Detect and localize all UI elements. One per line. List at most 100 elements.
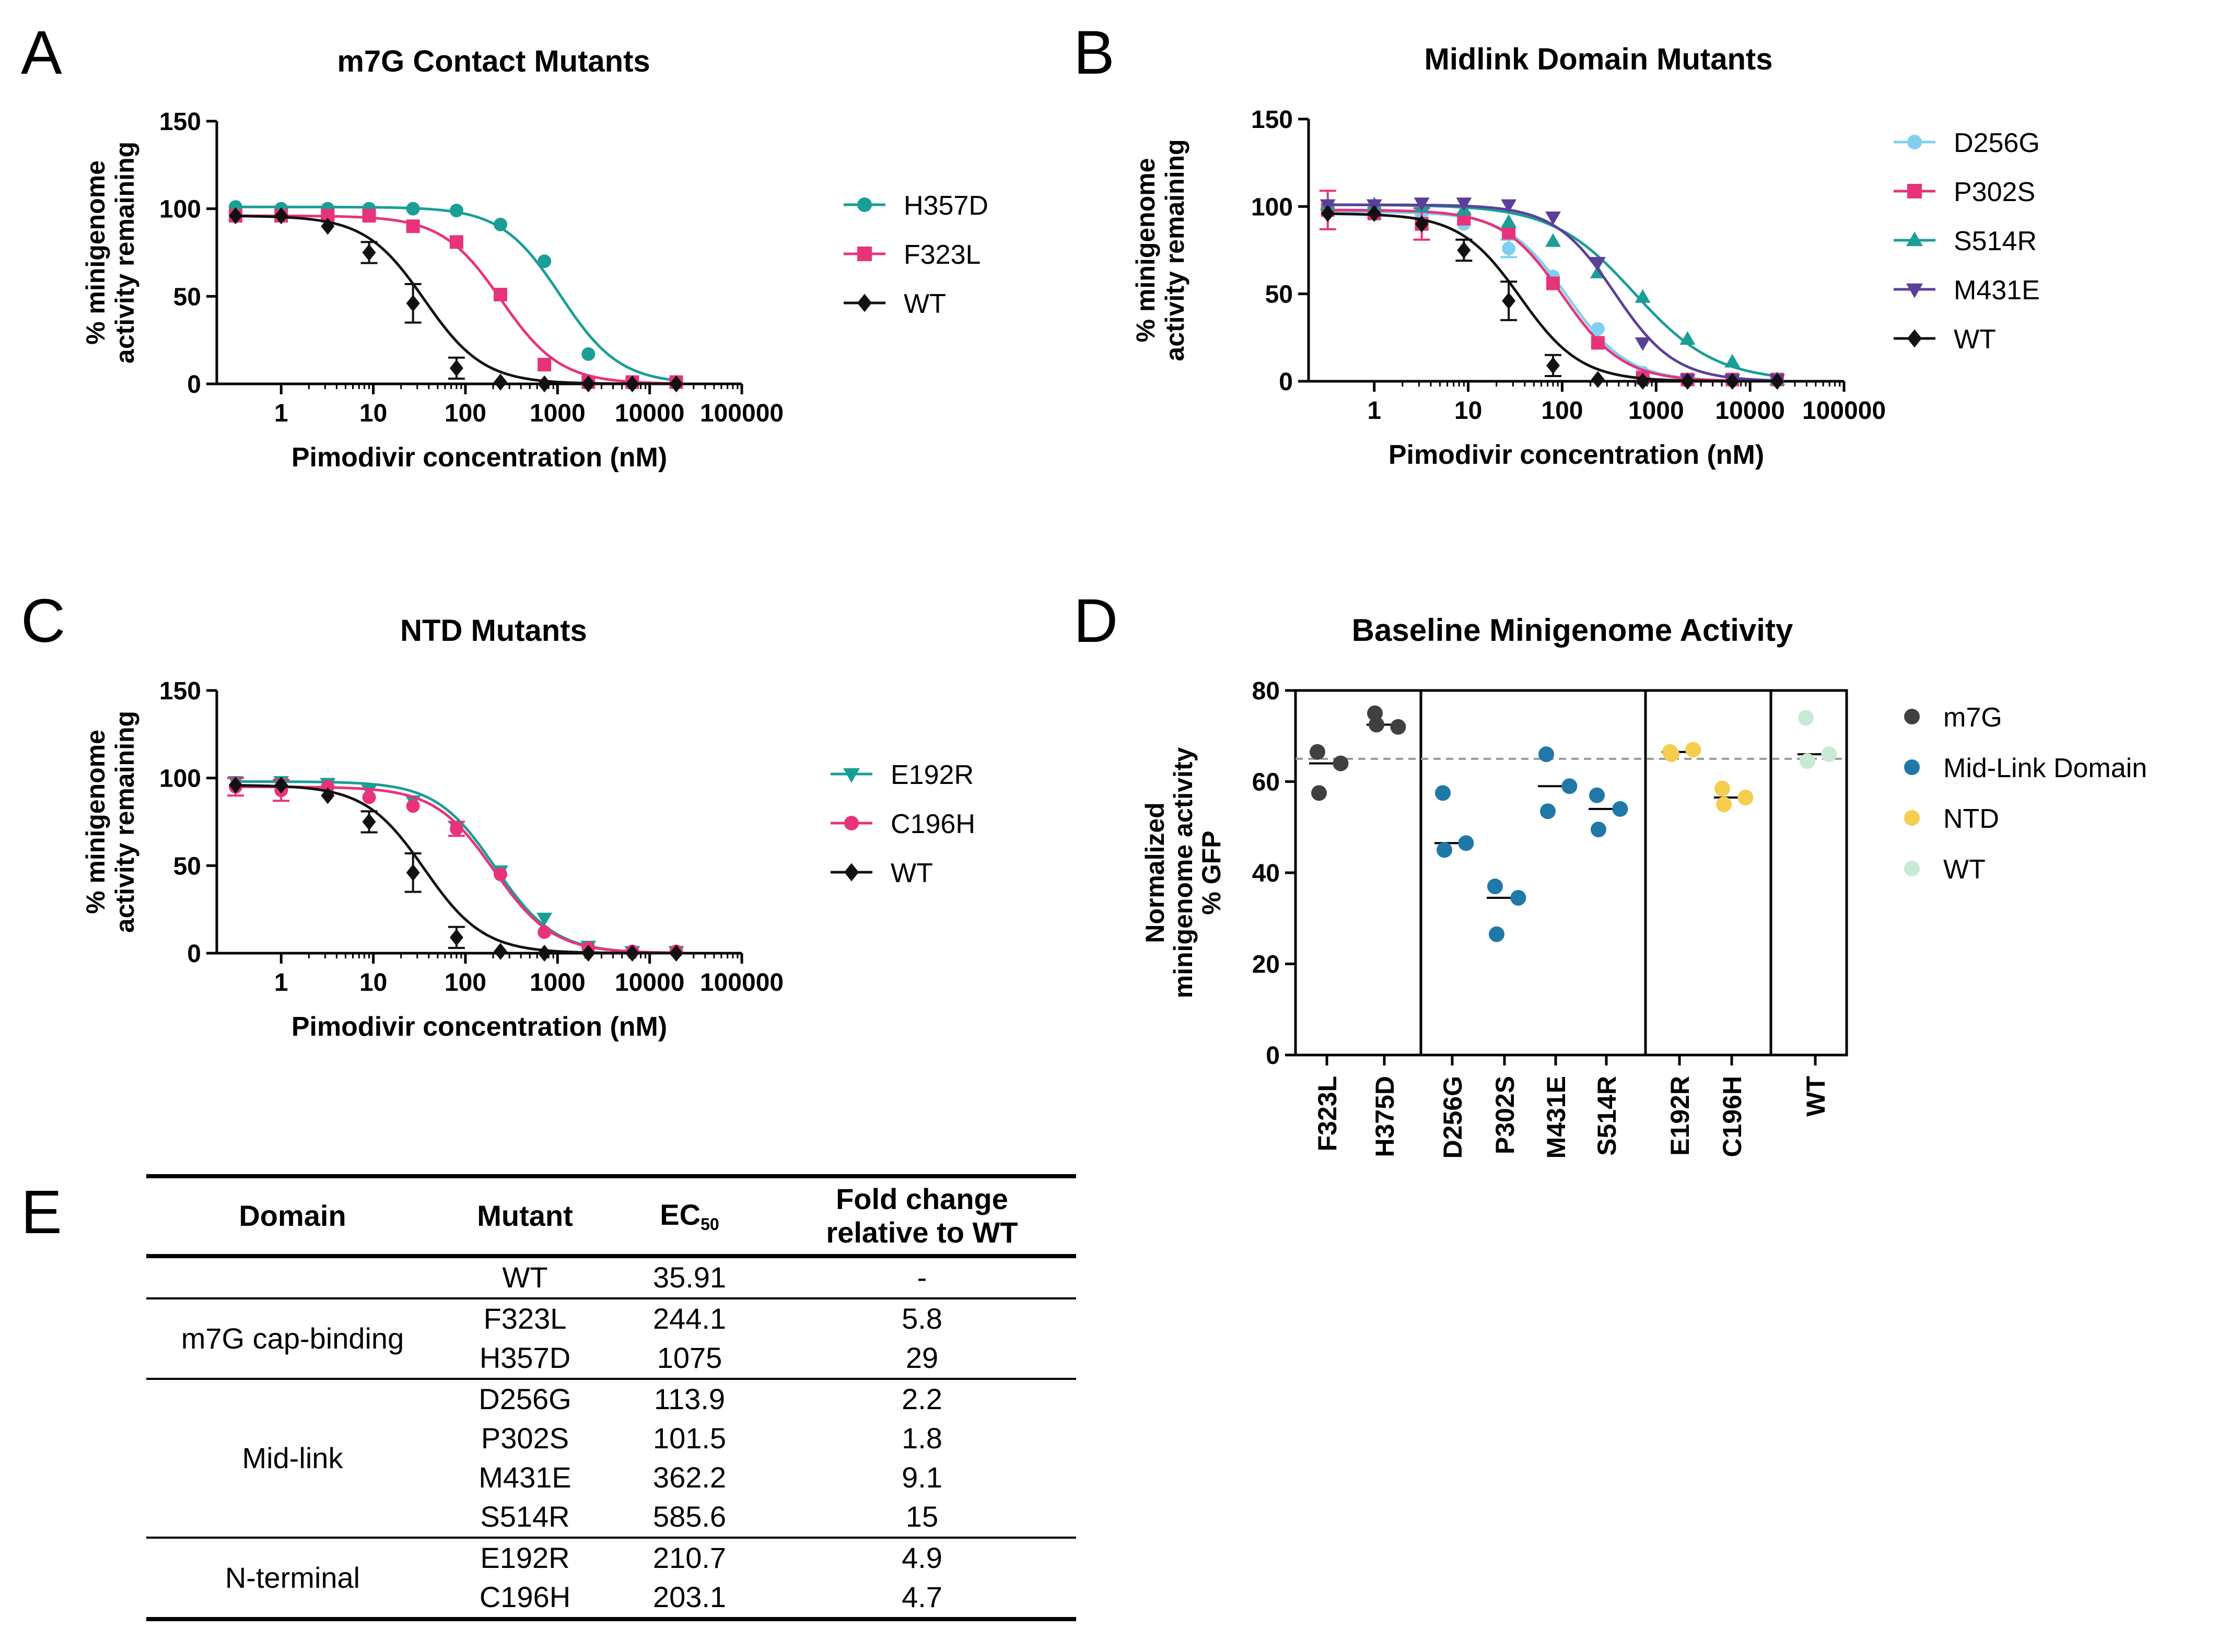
data-point-M431E: [1538, 746, 1554, 763]
ec50-cell: 244.1: [652, 1302, 727, 1335]
legend-label-Mid-Link Domain: Mid-Link Domain: [1943, 753, 2147, 783]
data-point-H357D: [406, 202, 420, 216]
data-point-P302S: [1591, 336, 1605, 350]
table-row: Mid-link D256G 113.9 2.2: [146, 1379, 1076, 1473]
fold-change-cell: 4.7: [902, 1580, 942, 1614]
data-point-C196H: [1716, 796, 1732, 813]
ec50-cell: 210.7: [652, 1541, 727, 1575]
mutant-cell: M431E: [479, 1461, 571, 1494]
data-point-H357D: [449, 204, 463, 218]
y-axis-label-line2: activity remaining: [1160, 139, 1189, 361]
legend-marker-m7G: [1904, 709, 1920, 724]
x-tick-label: 1000: [530, 969, 586, 997]
data-point-M431E: [1561, 778, 1578, 794]
legend-marker-H357D: [857, 197, 872, 212]
data-point-S514R: [1612, 801, 1628, 817]
data-point-H375D: [1390, 719, 1406, 735]
table-header-row: Domain Mutant EC50 Fold change relative t…: [146, 1176, 1076, 1256]
fit-curve-S514R: [1327, 203, 1778, 378]
chart-c-ntd-mutants: NTD Mutants 0 50 100 150 1 10 100 1000 10000 10000…: [81, 614, 975, 1042]
data-point-WT: [449, 359, 463, 377]
x-tick-label: 10000: [1715, 397, 1784, 425]
x-tick-label: 1000: [1628, 397, 1684, 425]
data-point-P302S: [1487, 878, 1503, 895]
y-tick-label: 150: [159, 108, 201, 136]
chart-b-midlink-domain-mutants: Midlink Domain Mutants 0 50 100 150 1 10 100 100…: [1131, 42, 2040, 470]
table-row: WT 35.91 -: [146, 1256, 1076, 1298]
data-point-H375D: [1367, 705, 1383, 721]
legend-label-P302S: P302S: [1954, 177, 2035, 207]
domain-cell: Mid-link: [242, 1441, 343, 1474]
data-point-C196H: [1714, 780, 1730, 796]
legend-marker-WT: [844, 863, 859, 882]
panel-letter-b: B: [1074, 18, 1115, 87]
data-point-WT: [625, 944, 639, 962]
data-point-P302S: [1489, 926, 1504, 942]
mutant-cell: F323L: [483, 1302, 567, 1335]
data-point-S514R: [1724, 354, 1741, 368]
x-axis-label: Pimodivir concentration (nM): [291, 442, 667, 473]
data-point-WT: [1800, 753, 1815, 769]
data-point-M431E: [1545, 212, 1561, 226]
legend-marker-WT: [1904, 861, 1920, 876]
x-tick-label: 1000: [530, 400, 586, 427]
ec50-cell: 585.6: [652, 1500, 727, 1533]
header-domain: Domain: [239, 1199, 346, 1233]
x-axis-label: Pimodivir concentration (nM): [1388, 440, 1764, 470]
series-WT: [228, 207, 683, 393]
legend-label-C196H: C196H: [891, 809, 975, 839]
plot-frame: [1294, 689, 1848, 1057]
data-point-H375D: [1369, 717, 1384, 733]
data-point-F323L: [1310, 744, 1325, 760]
data-point-WT: [581, 375, 596, 393]
data-point-C196H: [362, 790, 376, 804]
data-point-H357D: [494, 217, 508, 231]
domain-cell: m7G cap-binding: [181, 1321, 404, 1355]
fold-change-cell: 4.9: [902, 1541, 942, 1575]
y-axis-label-line1: Normalized: [1140, 802, 1170, 943]
points-F323L: [1309, 744, 1349, 801]
fit-curve-M431E: [1327, 203, 1778, 382]
fold-change-cell: 29: [905, 1341, 939, 1375]
header-ec50: EC50: [611, 1176, 768, 1256]
data-point-C196H: [494, 868, 508, 882]
x-tick-label-E192R: E192R: [1665, 1076, 1695, 1156]
x-tick-label: 10000: [615, 969, 684, 997]
fold-change-cell: 9.1: [902, 1461, 942, 1494]
series-WT: [1321, 205, 1784, 390]
data-point-F323L: [538, 358, 552, 372]
data-point-P302S: [1502, 226, 1516, 240]
data-point-D256G: [1437, 842, 1452, 858]
ec50-cell: 101.5: [652, 1422, 727, 1455]
mutant-cell: H357D: [479, 1341, 571, 1375]
data-point-WT: [1457, 241, 1471, 259]
mutant-cell: WT: [502, 1261, 548, 1294]
mutant-cell: C196H: [479, 1580, 571, 1614]
ec50-cell: 203.1: [652, 1580, 727, 1614]
fit-curve-H357D: [236, 205, 676, 382]
y-tick-label: 100: [1251, 193, 1293, 221]
data-point-D256G: [1435, 785, 1451, 801]
data-point-WT: [669, 944, 683, 962]
fit-curve-WT: [235, 784, 676, 955]
data-point-WT: [228, 207, 242, 225]
fit-curve-WT: [235, 215, 676, 385]
data-point-S514R: [1635, 289, 1651, 303]
ec50-table: Domain Mutant EC50 Fold change relative t…: [146, 1174, 1076, 1621]
panel-letter-e: E: [21, 1178, 62, 1247]
x-tick-label-F323L: F323L: [1313, 1076, 1342, 1152]
mutant-cell: E192R: [480, 1541, 570, 1575]
legend-label-E192R: E192R: [891, 760, 974, 790]
legend-label-WT: WT: [891, 858, 933, 888]
data-point-M431E: [1590, 257, 1606, 271]
header-fold-change: Fold change relative to WT: [768, 1176, 1076, 1256]
x-axis-label: Pimodivir concentration (nM): [291, 1012, 667, 1042]
series-WT: [228, 776, 683, 962]
table-row: C196H 203.1 4.7: [146, 1578, 1076, 1619]
y-tick-label: 0: [187, 940, 201, 968]
header-fold-line2: relative to WT: [826, 1216, 1018, 1249]
chart-title: Baseline Minigenome Activity: [1352, 613, 1793, 648]
legend-label-WT: WT: [904, 289, 946, 319]
data-point-WT: [362, 244, 376, 261]
data-point-F323L: [406, 219, 420, 233]
